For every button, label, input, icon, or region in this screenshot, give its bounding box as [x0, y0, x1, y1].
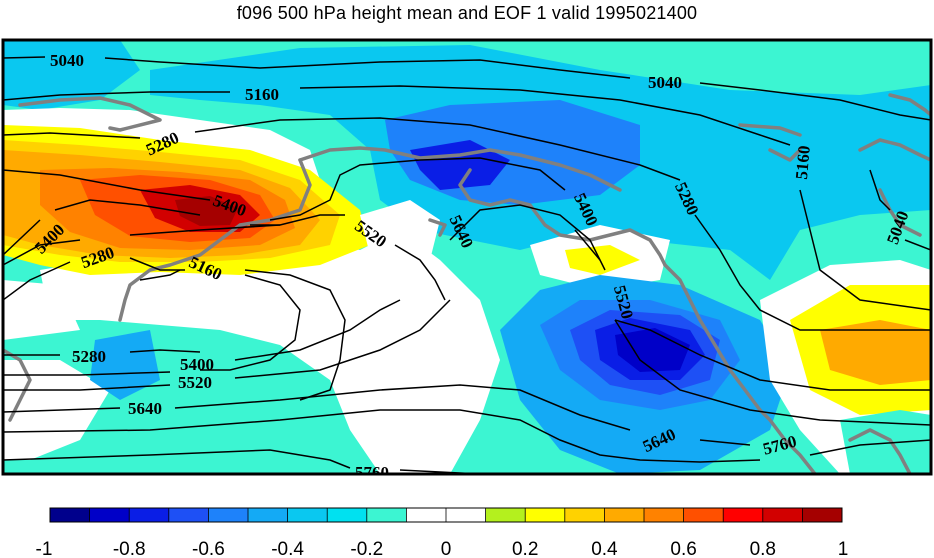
coastline: [738, 123, 802, 137]
coastline: [663, 263, 817, 474]
contour-5520: [3, 299, 451, 391]
colorbar-tick-label: -0.4: [271, 539, 304, 558]
coastline: [118, 158, 312, 322]
colorbar-swatch: [683, 508, 724, 522]
eof-positive-region: [820, 320, 931, 385]
colorbar-swatch: [604, 508, 645, 522]
plot-frame: [1, 38, 933, 476]
contour-label: 5160: [245, 85, 279, 104]
contour-5640: [3, 409, 931, 463]
contour-5280: [3, 257, 346, 401]
colorbar-swatch: [89, 508, 130, 522]
contour-label: 5760: [355, 463, 389, 482]
coastline: [878, 188, 922, 237]
colorbar-swatch: [287, 508, 328, 522]
coastlines: [3, 93, 931, 474]
map-title: f096 500 hPa height mean and EOF 1 valid…: [236, 3, 698, 23]
colorbar-tick-label: 0.6: [670, 539, 696, 558]
colorbar-tick-label: 0.2: [512, 539, 538, 558]
eof-negative-region: [615, 328, 690, 372]
colorbar-swatch: [802, 508, 843, 522]
contour-5400: [3, 157, 931, 391]
colorbar-swatch: [564, 508, 605, 522]
contour-label: 5400: [180, 355, 214, 374]
colorbar-tick-label: -1: [36, 539, 53, 558]
colorbar-swatch: [644, 508, 684, 522]
colorbar-swatch: [50, 508, 90, 522]
coastline: [428, 218, 447, 237]
coastline: [768, 148, 802, 162]
contour-5160: [139, 269, 301, 371]
colorbar-tick-label: 0: [441, 539, 452, 558]
eof-neutral-region: [40, 230, 500, 474]
colorbar-swatch: [366, 508, 407, 522]
colorbar-tick-label: 1: [838, 539, 849, 558]
coastline: [3, 348, 32, 422]
colorbar-tick-label: -0.8: [113, 539, 146, 558]
height-contours: [3, 56, 931, 474]
colorbar: [49, 507, 843, 523]
contour-5280: [3, 117, 931, 331]
contour-label: 5040: [648, 73, 682, 92]
colorbar-swatch: [248, 508, 288, 522]
colorbar-tick-label: -0.6: [192, 539, 225, 558]
colorbar-labels: -1 -0.8 -0.6 -0.4 -0.2 0 0.2 0.4 0.6 0.8 1: [36, 539, 849, 558]
colorbar-swatch: [208, 508, 249, 522]
coastline: [888, 93, 931, 117]
coastline: [18, 96, 162, 132]
colorbar-swatch: [446, 508, 486, 522]
contour-label: 5640: [128, 399, 162, 418]
colorbar-swatch: [129, 508, 170, 522]
eof-shading: [3, 40, 931, 474]
coastline: [858, 138, 931, 162]
colorbar-swatch: [168, 508, 209, 522]
contour-5400: [3, 199, 280, 256]
contour-label: 5040: [50, 51, 84, 70]
eof-neutral-region: [3, 280, 80, 340]
eof-neutral-region: [360, 200, 440, 270]
contour-5040: [869, 169, 931, 251]
contour-label: 5280: [72, 347, 106, 366]
eof-positive-region: [175, 196, 238, 226]
contour-5040: [3, 56, 931, 121]
eof-positive-region: [565, 245, 640, 275]
contour-5400: [3, 299, 401, 376]
eof-negative-region: [840, 410, 931, 474]
contour-label: 5520: [178, 373, 212, 392]
colorbar-swatch: [327, 508, 368, 522]
contour-5280: [3, 349, 201, 356]
contour-5160: [3, 85, 931, 311]
coastline: [458, 168, 667, 267]
colorbar-swatch: [485, 508, 526, 522]
colorbar-swatch: [406, 508, 447, 522]
colorbar-swatch: [762, 508, 803, 522]
eof-negative-region: [90, 330, 160, 400]
coastline: [848, 428, 912, 474]
colorbar-tick-label: 0.8: [750, 539, 776, 558]
colorbar-tick-label: -0.2: [350, 539, 383, 558]
contour-5640: [3, 384, 751, 446]
colorbar-swatch: [723, 508, 764, 522]
colorbar-tick-label: 0.4: [591, 539, 618, 558]
coastline: [298, 146, 622, 192]
contour-label: 5160: [792, 145, 814, 181]
colorbar-swatch: [525, 508, 566, 522]
